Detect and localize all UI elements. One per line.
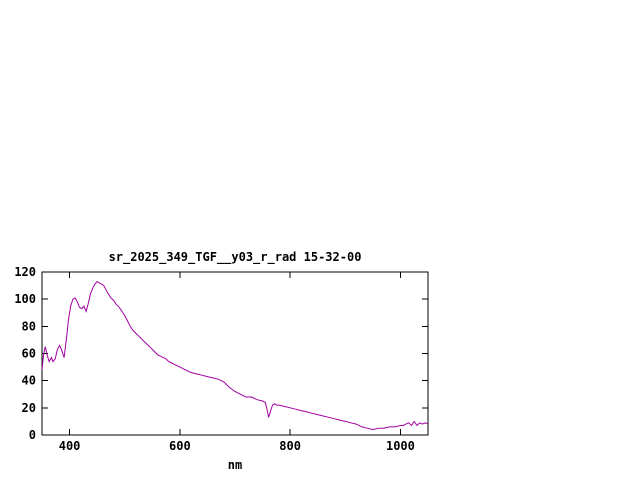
y-tick-label: 60 [22,347,36,361]
y-tick-label: 120 [14,265,36,279]
x-tick-label: 800 [279,439,301,453]
y-tick-label: 20 [22,401,36,415]
y-tick-label: 100 [14,292,36,306]
chart-title: sr_2025_349_TGF__y03_r_rad 15-32-00 [108,250,362,264]
x-tick-label: 1000 [386,439,415,453]
spectrum-line [41,280,429,431]
plot-border [41,271,429,436]
x-tick-label: 400 [59,439,81,453]
x-tick-label: 600 [169,439,191,453]
x-axis-label: nm [227,458,243,472]
y-tick-label: 80 [22,319,36,333]
y-tick-label: 0 [29,428,36,442]
y-tick-label: 40 [22,374,36,388]
